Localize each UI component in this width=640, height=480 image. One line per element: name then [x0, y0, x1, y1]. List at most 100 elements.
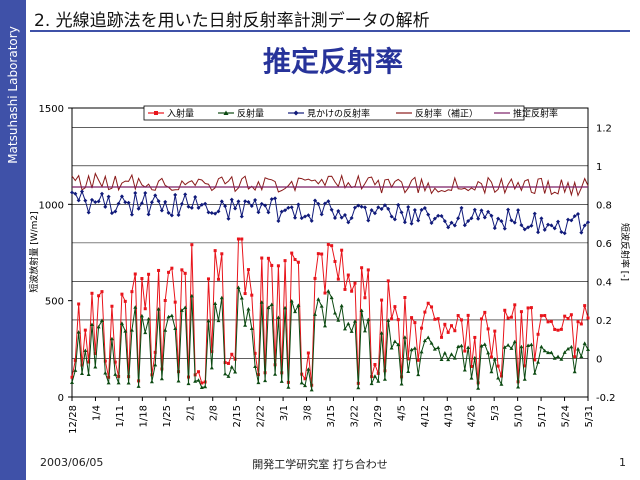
x-tick-label: 5/10 — [514, 405, 525, 427]
reflected-point — [469, 376, 474, 380]
apparent-reflectance-point — [356, 203, 361, 208]
apparent-reflectance-point — [522, 227, 527, 232]
legend-label: 見かけの反射率 — [307, 108, 370, 120]
incoming-point — [100, 290, 104, 294]
incoming-point — [83, 328, 87, 332]
incoming-point — [290, 251, 294, 255]
reflected-point — [133, 305, 138, 309]
incoming-point — [313, 276, 317, 280]
incoming-point — [113, 360, 117, 364]
reflected-point — [299, 380, 304, 385]
reflected-point — [406, 369, 411, 374]
incoming-point — [536, 332, 540, 336]
incoming-point — [416, 358, 420, 362]
apparent-reflectance-point — [196, 205, 201, 210]
apparent-reflectance-point — [546, 222, 551, 227]
reflected-point — [392, 339, 397, 344]
apparent-reflectance-point — [582, 223, 587, 228]
incoming-point — [173, 300, 177, 304]
incoming-point — [489, 355, 493, 359]
reflected-point — [156, 307, 161, 311]
incoming-point — [526, 306, 530, 310]
reflected-point — [139, 313, 144, 318]
reflected-point — [249, 326, 254, 331]
reflected-point — [339, 303, 344, 308]
incoming-point — [443, 322, 447, 326]
incoming-point — [549, 319, 553, 323]
incoming-point — [170, 266, 174, 270]
reflected-point — [153, 362, 158, 367]
apparent-reflectance-point — [149, 200, 154, 205]
apparent-reflectance-point — [339, 215, 344, 220]
apparent-reflectance-point — [303, 214, 308, 219]
apparent-reflectance-point — [482, 215, 487, 220]
reflected-point — [303, 383, 308, 388]
slide-heading: 2. 光線追跡法を用いた日射反射率計測データの解析 — [34, 11, 430, 31]
apparent-reflectance-point — [313, 198, 318, 203]
apparent-reflectance-point — [566, 217, 571, 222]
apparent-reflectance-point — [579, 230, 584, 235]
plot-area — [71, 107, 589, 398]
incoming-point — [167, 270, 171, 274]
x-tick-label: 5/31 — [584, 405, 595, 427]
apparent-reflectance-point — [129, 212, 134, 217]
reflected-point — [512, 339, 517, 344]
reflected-point — [329, 295, 334, 300]
reflected-point — [86, 372, 91, 376]
legend-label: 推定反射率 — [513, 108, 558, 120]
legend-label: 反射量 — [237, 108, 264, 120]
reflected-point — [113, 372, 118, 376]
incoming-point — [250, 293, 254, 297]
apparent-reflectance-point — [329, 207, 334, 212]
y-right-axis-title: 短波反射率 [-] — [619, 223, 631, 281]
reflected-point — [263, 378, 268, 383]
reflected-point — [99, 318, 104, 322]
apparent-reflectance-point — [153, 193, 158, 198]
incoming-point — [346, 273, 350, 277]
incoming-point — [97, 294, 101, 298]
apparent-reflectance-point — [479, 208, 484, 213]
apparent-reflectance-point — [76, 198, 81, 203]
reflected-point — [342, 326, 347, 331]
reflected-point — [479, 343, 484, 348]
incoming-point — [226, 361, 230, 365]
apparent-reflectance-point — [139, 201, 144, 206]
x-tick-label: 3/15 — [326, 405, 337, 427]
reflected-point — [366, 317, 371, 322]
reflected-point — [519, 344, 524, 349]
reflected-point — [216, 318, 221, 323]
reflected-point — [509, 346, 514, 350]
incoming-point — [420, 326, 424, 330]
reflected-point — [556, 354, 561, 359]
apparent-reflectance-point — [332, 216, 337, 221]
reflected-point — [579, 354, 584, 358]
incoming-point — [456, 314, 460, 318]
apparent-reflectance-point — [206, 210, 211, 215]
apparent-reflectance-point — [159, 208, 164, 213]
reflected-point — [79, 371, 84, 375]
reflected-point — [386, 318, 391, 322]
x-tick-label: 12/28 — [68, 405, 79, 434]
apparent-reflectance-point — [236, 199, 241, 204]
apparent-reflectance-point — [123, 200, 128, 205]
incoming-point — [396, 318, 400, 322]
reflected-point — [459, 343, 464, 348]
apparent-reflectance-point — [496, 216, 501, 221]
apparent-reflectance-point — [199, 202, 204, 207]
x-tick-label: 3/1 — [279, 405, 290, 421]
apparent-reflectance-point — [70, 190, 74, 195]
apparent-reflectance-point — [419, 207, 424, 212]
reflected-point — [243, 323, 248, 327]
apparent-reflectance-point — [532, 211, 537, 216]
apparent-reflectance-point — [179, 202, 184, 207]
reflected-point — [552, 356, 557, 360]
reflected-point — [546, 350, 551, 355]
incoming-point — [529, 306, 533, 310]
reflected-point — [129, 328, 134, 332]
y-right-tick-label: 0.4 — [596, 277, 612, 288]
incoming-point — [360, 266, 364, 270]
incoming-point — [206, 277, 210, 281]
apparent-reflectance-point — [219, 199, 224, 204]
apparent-reflectance-point — [402, 220, 407, 225]
apparent-reflectance-point — [416, 218, 421, 223]
